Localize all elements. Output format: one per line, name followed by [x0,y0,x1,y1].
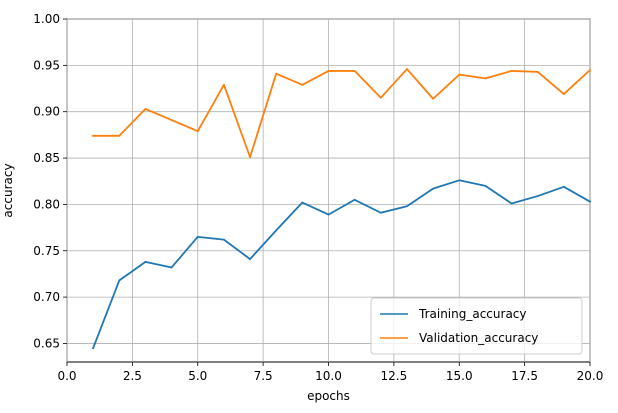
data-point-validation-accuracy [458,73,461,76]
x-tick-label: 20.0 [577,369,604,383]
series-line-training-accuracy [91,179,592,350]
series-layer [91,68,592,350]
y-tick-label: 0.65 [33,336,60,350]
data-point-validation-accuracy [92,134,95,137]
data-point-validation-accuracy [536,70,539,73]
x-tick-label: 5.0 [188,369,207,383]
x-tick-label: 10.0 [315,369,342,383]
data-point-validation-accuracy [144,108,147,110]
data-point-validation-accuracy [223,83,225,86]
data-point-training-accuracy [406,205,408,208]
y-tick-label: 0.95 [33,58,60,72]
data-point-training-accuracy [92,347,95,349]
data-point-validation-accuracy [327,70,330,72]
data-point-training-accuracy [301,201,304,204]
series-line-validation-accuracy [92,68,592,159]
data-point-training-accuracy [589,200,591,203]
x-tick-label: 7.5 [254,369,273,383]
x-tick-label: 17.5 [511,369,538,383]
data-point-training-accuracy [379,211,382,214]
legend-label-training: Training_accuracy [418,307,527,321]
y-tick-label: 0.85 [33,151,60,165]
y-tick-label: 0.75 [33,244,60,258]
data-point-training-accuracy [432,187,434,190]
data-point-validation-accuracy [432,97,434,100]
data-point-validation-accuracy [118,134,121,137]
y-tick-label: 0.90 [33,105,60,119]
data-point-training-accuracy [170,266,173,269]
x-tick-label: 12.5 [381,369,408,383]
data-point-validation-accuracy [484,77,487,80]
data-point-validation-accuracy [379,96,382,99]
data-point-training-accuracy [118,279,121,282]
data-point-validation-accuracy [406,68,408,70]
data-point-validation-accuracy [510,70,513,72]
x-tick-label: 2.5 [123,369,142,383]
legend-box [370,297,583,355]
data-point-validation-accuracy [275,72,278,75]
data-point-validation-accuracy [196,130,199,133]
data-point-validation-accuracy [170,119,173,121]
legend-label-validation: Validation_accuracy [419,331,538,345]
data-point-training-accuracy [562,185,565,188]
legend: Training_accuracy Validation_accuracy [370,297,583,355]
y-tick-label: 0.70 [33,290,60,304]
data-point-training-accuracy [484,184,487,187]
data-point-training-accuracy [510,202,513,205]
y-tick-label: 1.00 [33,12,60,26]
x-tick-label: 0.0 [57,369,76,383]
y-tick-label: 0.80 [33,197,60,211]
data-point-validation-accuracy [562,93,565,95]
data-point-training-accuracy [458,179,461,182]
data-point-training-accuracy [327,213,330,216]
x-axis-label: epochs [307,389,350,403]
data-point-validation-accuracy [301,83,304,86]
y-axis-label: accuracy [1,163,15,217]
data-point-validation-accuracy [589,69,591,71]
data-point-training-accuracy [223,238,225,241]
x-axis: 0.0 2.5 5.0 7.5 10.0 12.5 15.0 17.5 20.0 [57,362,603,383]
x-tick-label: 15.0 [446,369,473,383]
data-point-training-accuracy [249,258,251,260]
data-point-training-accuracy [275,229,278,232]
data-point-training-accuracy [196,235,199,238]
data-point-training-accuracy [536,195,539,197]
data-point-validation-accuracy [353,70,356,72]
data-point-validation-accuracy [249,156,251,159]
data-point-training-accuracy [353,198,356,201]
y-axis: 0.65 0.70 0.75 0.80 0.85 0.90 0.95 1.00 [33,12,67,350]
data-point-training-accuracy [144,260,147,263]
